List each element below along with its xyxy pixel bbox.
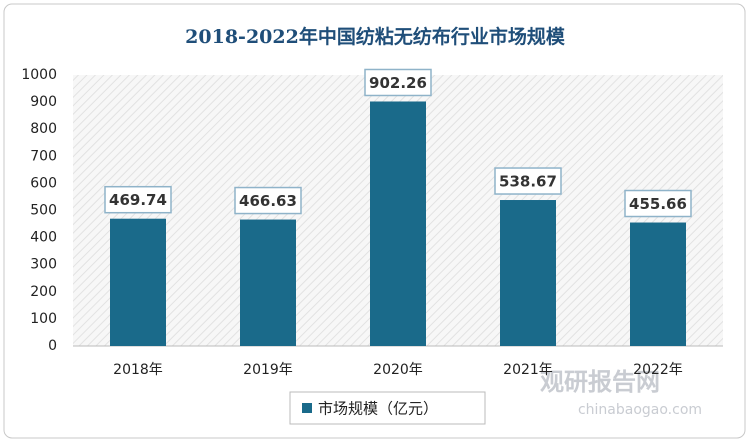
data-label-box	[234, 186, 302, 215]
bar	[370, 101, 426, 346]
y-tick-label: 100	[30, 311, 57, 327]
x-tick-label: 2020年	[373, 362, 423, 378]
y-tick-label: 300	[30, 257, 57, 273]
bar	[110, 218, 166, 346]
bar	[630, 222, 686, 346]
y-tick-label: 600	[30, 175, 57, 191]
y-tick-label: 800	[30, 121, 57, 137]
y-tick-label: 900	[30, 94, 57, 110]
y-tick-label: 400	[30, 230, 57, 246]
legend-swatch	[302, 403, 312, 413]
legend-label: 市场规模（亿元）	[318, 400, 438, 418]
data-label: 466.63	[239, 192, 297, 210]
x-tick-label: 2022年	[633, 362, 683, 378]
x-tick-label: 2021年	[503, 362, 553, 378]
data-label: 902.26	[369, 74, 427, 92]
data-label: 469.74	[109, 191, 167, 209]
y-tick-label: 0	[48, 338, 57, 354]
bar	[500, 200, 556, 346]
watermark-site: chinabaogao.com	[578, 402, 702, 418]
watermark-name: 观研报告网	[540, 368, 660, 396]
data-label-box	[494, 167, 562, 195]
legend-box	[289, 391, 486, 425]
data-label: 455.66	[629, 195, 687, 213]
data-label: 538.67	[499, 173, 557, 191]
y-tick-label: 200	[30, 284, 57, 300]
bar	[240, 219, 296, 346]
data-label-box	[624, 189, 692, 218]
chart-title: 2018-2022年中国纺粘无纺布行业市场规模	[185, 25, 566, 48]
x-tick-label: 2018年	[113, 362, 163, 378]
x-tick-label: 2019年	[243, 362, 293, 378]
data-label-box	[364, 68, 432, 97]
y-tick-label: 1000	[21, 67, 57, 83]
y-tick-label: 700	[30, 148, 57, 164]
y-tick-label: 500	[30, 203, 57, 219]
data-label-box	[104, 185, 172, 214]
